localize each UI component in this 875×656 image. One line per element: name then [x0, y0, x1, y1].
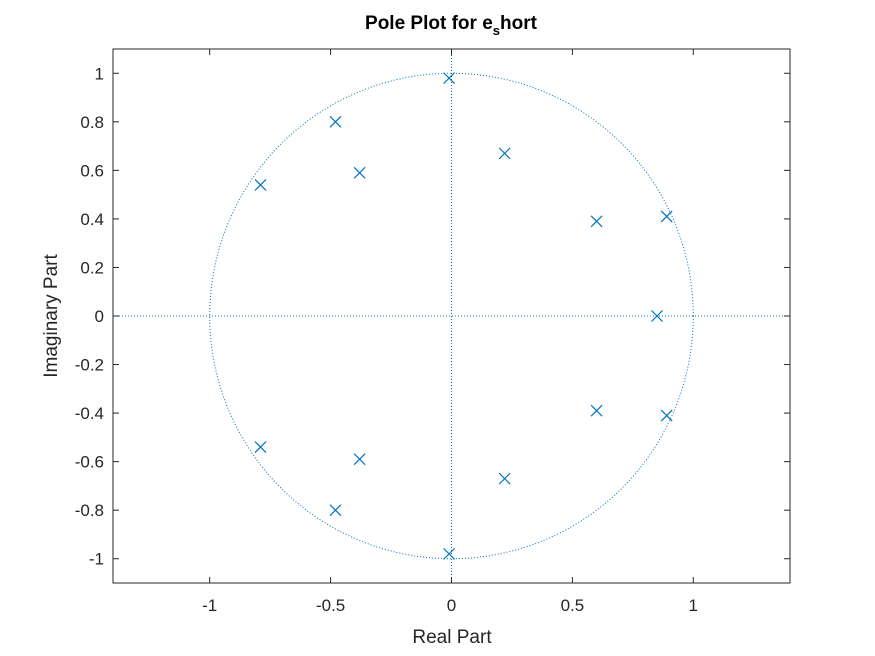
pole-marker — [498, 147, 511, 160]
pole-marker — [353, 166, 366, 179]
y-tick-label: -0.8 — [75, 501, 104, 520]
chart-title-main: Pole Plot for e — [365, 13, 493, 34]
x-tick-label: 0 — [447, 596, 456, 615]
y-tick-label: 0.4 — [80, 210, 104, 229]
y-tick-label: 0.8 — [80, 113, 104, 132]
y-tick-label: -0.2 — [75, 356, 104, 375]
y-tick-label: 0.6 — [80, 161, 104, 180]
plot-area: -1 -0.5 0 0.5 1 1 0.8 0.6 0.4 0.2 0 -0.2 -0.4 -0.6 -0.… — [75, 48, 791, 615]
pole-marker — [254, 441, 267, 453]
pole-marker — [590, 404, 603, 417]
pole-marker — [329, 504, 342, 517]
x-tick-label: -0.5 — [316, 596, 345, 615]
y-tick-label: -0.4 — [75, 404, 104, 423]
pole-marker — [660, 409, 673, 422]
pole-marker — [443, 547, 456, 560]
y-axis-label: Imaginary Part — [41, 254, 62, 378]
x-axis-label: Real Part — [412, 627, 492, 648]
unit-circle — [209, 72, 694, 560]
y-tick-label: 0.2 — [80, 258, 104, 277]
pole-marker — [660, 210, 673, 223]
pole-marker — [651, 310, 663, 322]
x-tick-label: 0.5 — [561, 596, 585, 615]
y-tick-label: 1 — [95, 64, 104, 83]
pole-marker — [353, 453, 366, 466]
y-tick-label: -1 — [89, 550, 104, 569]
y-tick-label: 0 — [95, 307, 104, 326]
x-tick-label: -1 — [202, 596, 217, 615]
chart-title: Pole Plot for eshort — [365, 13, 538, 38]
pole-marker — [590, 215, 603, 228]
x-tick-label: 1 — [689, 596, 698, 615]
chart-title-subscript: s — [493, 23, 500, 38]
pole-marker — [254, 179, 267, 191]
pole-marker — [329, 115, 342, 128]
pole-marker — [498, 472, 511, 485]
pole-marker — [443, 72, 456, 85]
y-tick-label: -0.6 — [75, 453, 104, 472]
chart-title-suffix: hort — [500, 13, 538, 34]
